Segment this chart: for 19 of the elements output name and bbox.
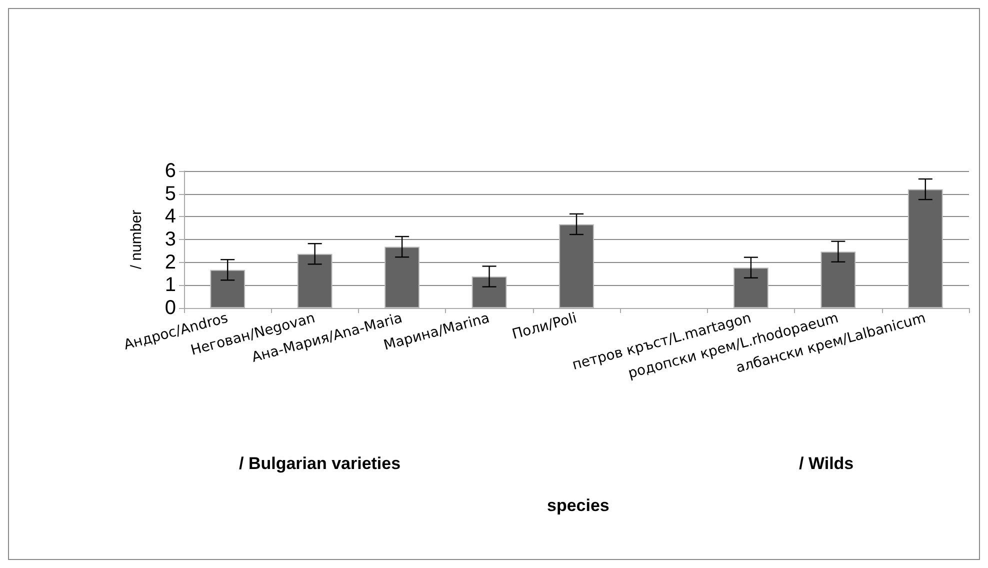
bar: [820, 252, 856, 308]
y-tick-label: 0: [164, 297, 176, 319]
y-tick-label: 3: [164, 228, 176, 250]
text: species: [547, 496, 610, 515]
y-tick-label: 5: [164, 182, 176, 205]
bar: [210, 270, 246, 308]
bar: [297, 254, 332, 308]
bar: [559, 224, 594, 308]
text: / Bulgarian varieties: [239, 454, 401, 473]
bar: [734, 268, 768, 308]
bar: [908, 189, 943, 308]
bar: [472, 276, 507, 308]
y-tick-label: 1: [164, 274, 176, 296]
y-axis-title: / number: [128, 210, 145, 270]
bar: [384, 246, 420, 308]
text: / Wilds: [799, 454, 854, 473]
y-tick-label: 2: [164, 251, 176, 274]
y-tick-label: 4: [164, 206, 176, 228]
y-tick-label: 6: [164, 160, 176, 182]
